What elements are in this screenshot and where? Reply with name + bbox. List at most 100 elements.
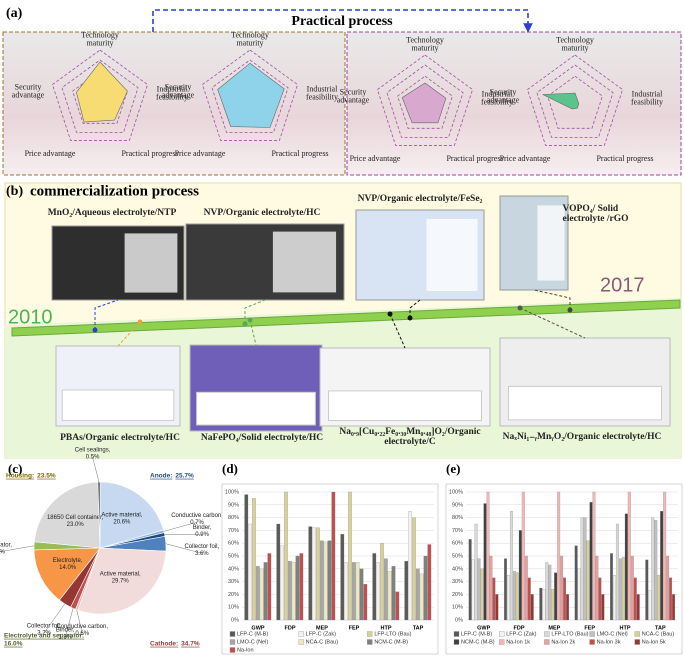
- legend-label: NCM-C (M-B): [461, 639, 495, 645]
- bar: [545, 562, 549, 621]
- bar: [566, 594, 570, 621]
- legend-label: LFP-C (M-B): [461, 631, 492, 637]
- x-tick-label: FDP: [514, 625, 525, 631]
- y-tick-label: 20%: [228, 592, 239, 598]
- timeline-dot: [92, 327, 98, 333]
- y-tick-label: 0%: [231, 617, 239, 623]
- y-tick-label: 80%: [452, 515, 463, 521]
- slice-label: Electrolyte,: [53, 558, 83, 564]
- y-tick-label: 90%: [452, 502, 463, 508]
- slice-label: Binder,: [56, 628, 75, 634]
- legend-swatch: [298, 639, 304, 645]
- bar: [648, 590, 652, 621]
- pie-slice: [77, 547, 167, 615]
- x-tick-label: HTP: [620, 625, 631, 631]
- bar: [344, 562, 348, 621]
- radar-axis-label: Security advantage: [486, 87, 520, 105]
- group-value: 16.0%: [4, 641, 23, 648]
- panel-a-left-box: [2, 31, 346, 176]
- bar: [669, 577, 673, 621]
- bar: [610, 553, 613, 621]
- bar: [255, 566, 260, 621]
- item-caption: Na₀.₉[Cu₀.₂₂Fe₀.₃₀Mn₀.₄₈]O₂/Organic elec…: [339, 427, 481, 447]
- bar: [312, 527, 316, 621]
- y-tick-label: 10%: [452, 605, 463, 611]
- photo-detail: [508, 385, 662, 421]
- leader-line: [92, 456, 100, 483]
- connector: [117, 321, 141, 347]
- connector: [389, 313, 406, 349]
- radar-axis-label: Price advantage: [499, 153, 551, 163]
- y-tick-label: 80%: [228, 515, 239, 521]
- pie-slice: [97, 481, 101, 549]
- panel-label: (d): [222, 461, 238, 476]
- leader-line: [165, 543, 202, 554]
- panel-b-title: commercialization process: [30, 183, 199, 199]
- bar: [551, 589, 555, 621]
- bar: [630, 555, 634, 621]
- x-tick-label: TAP: [413, 625, 424, 631]
- y-tick-label: 30%: [228, 579, 239, 585]
- legend-swatch: [298, 631, 304, 637]
- legend-swatch: [453, 631, 460, 637]
- radar-level: [51, 49, 149, 141]
- bar: [244, 494, 249, 621]
- bar: [548, 564, 552, 621]
- legend-swatch: [634, 639, 640, 645]
- bar: [348, 491, 352, 621]
- photo-detail: [272, 231, 337, 293]
- y-tick-label: 0%: [455, 617, 463, 623]
- bar: [518, 530, 522, 621]
- group-label: Anode:: [150, 473, 172, 480]
- bar: [372, 553, 377, 621]
- x-tick-label: GWP: [251, 625, 264, 631]
- radar-level: [536, 64, 614, 138]
- legend-label: LFP-C (M-B): [237, 631, 268, 637]
- radar-area: [542, 92, 580, 110]
- bar: [524, 555, 528, 621]
- slice-label: Cell sealings,: [75, 448, 111, 454]
- y-tick-label: 20%: [452, 592, 463, 598]
- leader-line: [163, 521, 198, 532]
- bar: [624, 513, 628, 621]
- legend-label: LFP-LTO (Bau): [374, 631, 411, 637]
- item-caption: NaFePO₄/Solid electrolyte/HC: [200, 433, 324, 444]
- bar: [574, 545, 578, 621]
- photo-detail: [328, 390, 482, 422]
- leader-line: [65, 608, 74, 638]
- bar: [515, 572, 519, 621]
- bar: [259, 568, 264, 621]
- x-tick-label: GWP: [477, 625, 490, 631]
- timeline: [11, 299, 681, 337]
- bar: [276, 523, 281, 621]
- bar: [404, 560, 409, 621]
- pie-slice: [33, 547, 101, 601]
- group-value: 25.7%: [175, 473, 194, 480]
- bar: [651, 517, 655, 621]
- slice-value: 3.2%: [37, 631, 51, 637]
- radar-level: [211, 59, 289, 133]
- bar: [387, 571, 392, 621]
- radar-axis-label: Industrial feasibility: [481, 89, 513, 107]
- radar-area: [76, 61, 128, 123]
- radar-level: [72, 70, 128, 124]
- bar: [666, 555, 670, 621]
- bar: [598, 577, 602, 621]
- legend-swatch: [544, 631, 550, 637]
- x-tick-label: FEP: [349, 625, 360, 631]
- timeline-dot: [242, 321, 248, 327]
- bar: [627, 491, 631, 621]
- bar: [267, 553, 272, 621]
- panel-label: (b): [6, 184, 23, 199]
- start-year: 2010: [8, 306, 53, 328]
- bar: [327, 540, 332, 621]
- slice-label: Conductive carbon,: [171, 513, 223, 519]
- bar: [486, 491, 490, 621]
- bar: [323, 541, 328, 621]
- radar-level: [547, 75, 603, 129]
- photo-detail: [124, 233, 178, 293]
- slice-value: 0.9%: [195, 532, 209, 538]
- bar: [319, 540, 324, 621]
